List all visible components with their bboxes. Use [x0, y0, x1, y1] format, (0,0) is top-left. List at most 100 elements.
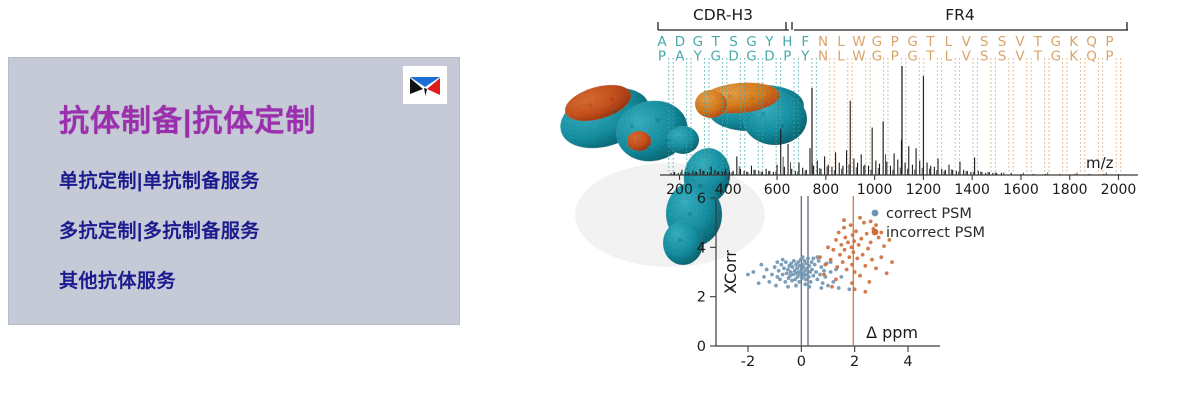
sequence-alignment: A D G T S G Y H F N L W G P G T L V S S V T G K Q PP A Y G D G D P Y N L W G P… — [657, 34, 1113, 65]
antibody-services-panel: 抗体制备|抗体定制 单抗定制|单抗制备服务 多抗定制|多抗制备服务 其他抗体服务 — [8, 57, 460, 325]
scatter-point — [775, 275, 780, 279]
scatter-point — [791, 259, 796, 263]
scatter-point — [803, 277, 808, 282]
scatter-point — [849, 245, 854, 250]
sequence-letter: V — [1015, 49, 1025, 65]
sequence-letter: Y — [764, 34, 774, 50]
sequence-letter: S — [998, 49, 1007, 65]
service-link-polyclonal[interactable]: 多抗定制|多抗制备服务 — [59, 221, 260, 242]
scatter-point — [794, 283, 798, 288]
sequence-letter: K — [1069, 34, 1079, 50]
scatter-point — [800, 255, 805, 260]
scatter-point — [788, 270, 793, 274]
scatter-point — [778, 277, 782, 282]
sequence-letter: V — [962, 49, 972, 65]
scatter-point — [807, 284, 812, 289]
scatter-point — [826, 245, 830, 250]
sequence-letter: P — [891, 34, 899, 50]
sequence-letter: Y — [693, 49, 703, 65]
scatter-point — [890, 260, 894, 265]
scatter-point — [807, 263, 812, 268]
sequence-letter: T — [925, 34, 935, 50]
scatter-point — [854, 229, 858, 234]
scatter-y-tick-label: 2 — [697, 290, 706, 306]
scatter-point — [831, 279, 836, 284]
scatter-point — [846, 240, 850, 245]
sequence-letter: S — [998, 34, 1007, 50]
legend-label-correct: correct PSM — [886, 206, 972, 222]
scatter-point — [838, 252, 842, 257]
scatter-point — [804, 261, 809, 266]
scatter-point — [851, 250, 856, 255]
scatter-point — [803, 268, 807, 273]
scatter-point — [831, 247, 836, 252]
scatter-point — [879, 255, 884, 260]
sequence-letter: L — [945, 49, 953, 65]
sequence-letter: T — [711, 34, 721, 50]
scatter-point — [842, 225, 846, 230]
scatter-point — [780, 272, 785, 277]
sequence-letter: N — [818, 49, 828, 65]
scatter-point — [839, 242, 844, 247]
sequence-letter: Y — [800, 49, 810, 65]
scatter-point — [874, 223, 878, 228]
sequence-letter: W — [852, 49, 865, 65]
scatter-y-ticks: 0 2 4 6 — [697, 191, 716, 355]
scatter-point — [806, 256, 810, 261]
scatter-point — [859, 236, 864, 241]
scatter-point — [783, 279, 788, 284]
scatter-point — [844, 267, 849, 272]
sequence-letter: L — [837, 34, 845, 50]
scatter-point — [784, 271, 789, 276]
scatter-point — [864, 231, 869, 236]
scatter-point — [751, 270, 756, 274]
scatter-point — [756, 281, 761, 285]
scatter-point — [820, 281, 825, 285]
region-bracket-group: CDR-H3 FR4 — [657, 6, 1128, 31]
sequence-letter: G — [907, 49, 917, 65]
sequence-letter: K — [1069, 49, 1079, 65]
scatter-point — [887, 238, 892, 242]
scatter-points — [730, 215, 894, 294]
scatter-point — [774, 283, 778, 288]
scatter-x-tick-label: -2 — [741, 354, 755, 370]
mass-spectrum-chart: 200 400 600 800 1000 1200 1400 1600 1800 2000 m/z — [660, 76, 1138, 198]
sequence-letter: S — [980, 34, 989, 50]
scatter-point — [868, 240, 873, 245]
scatter-point — [843, 235, 848, 240]
scatter-point — [819, 265, 824, 269]
scatter-x-ticks: -2 0 2 4 — [741, 346, 913, 370]
scatter-point — [796, 260, 801, 265]
service-link-monoclonal[interactable]: 单抗定制|单抗制备服务 — [59, 171, 260, 192]
sequence-letter: P — [891, 49, 899, 65]
scatter-point — [759, 262, 764, 267]
tri-arrow-logo-icon — [403, 66, 447, 104]
scatter-point — [797, 279, 802, 284]
sequence-letter: D — [728, 49, 738, 65]
scatter-y-axis-label: XCorr — [721, 250, 740, 294]
scatter-point — [819, 286, 824, 290]
scatter-point — [868, 219, 873, 224]
scatter-point — [850, 262, 854, 267]
scatter-y-tick-label: 6 — [697, 191, 706, 207]
scatter-x-tick-label: 4 — [903, 354, 912, 370]
scatter-x-tick-label: 0 — [797, 354, 806, 370]
scatter-point — [780, 257, 785, 262]
scatter-point — [828, 257, 833, 262]
sequence-letter: P — [1105, 34, 1113, 50]
scatter-point — [836, 230, 841, 235]
scatter-point — [799, 276, 804, 281]
spectrum-tick-label: 1800 — [1052, 182, 1088, 198]
scatter-point — [828, 270, 833, 274]
sequence-letter: G — [746, 49, 756, 65]
sequence-letter: T — [925, 49, 935, 65]
sequence-letter: V — [962, 34, 972, 50]
spectrum-tick-label: 1600 — [1003, 182, 1039, 198]
scatter-point — [842, 247, 847, 252]
scatter-point — [850, 233, 855, 237]
scatter-point — [847, 255, 852, 260]
scatter-point — [874, 266, 878, 271]
service-link-other[interactable]: 其他抗体服务 — [59, 271, 177, 292]
scatter-point — [776, 268, 781, 273]
scatter-point — [746, 272, 750, 277]
